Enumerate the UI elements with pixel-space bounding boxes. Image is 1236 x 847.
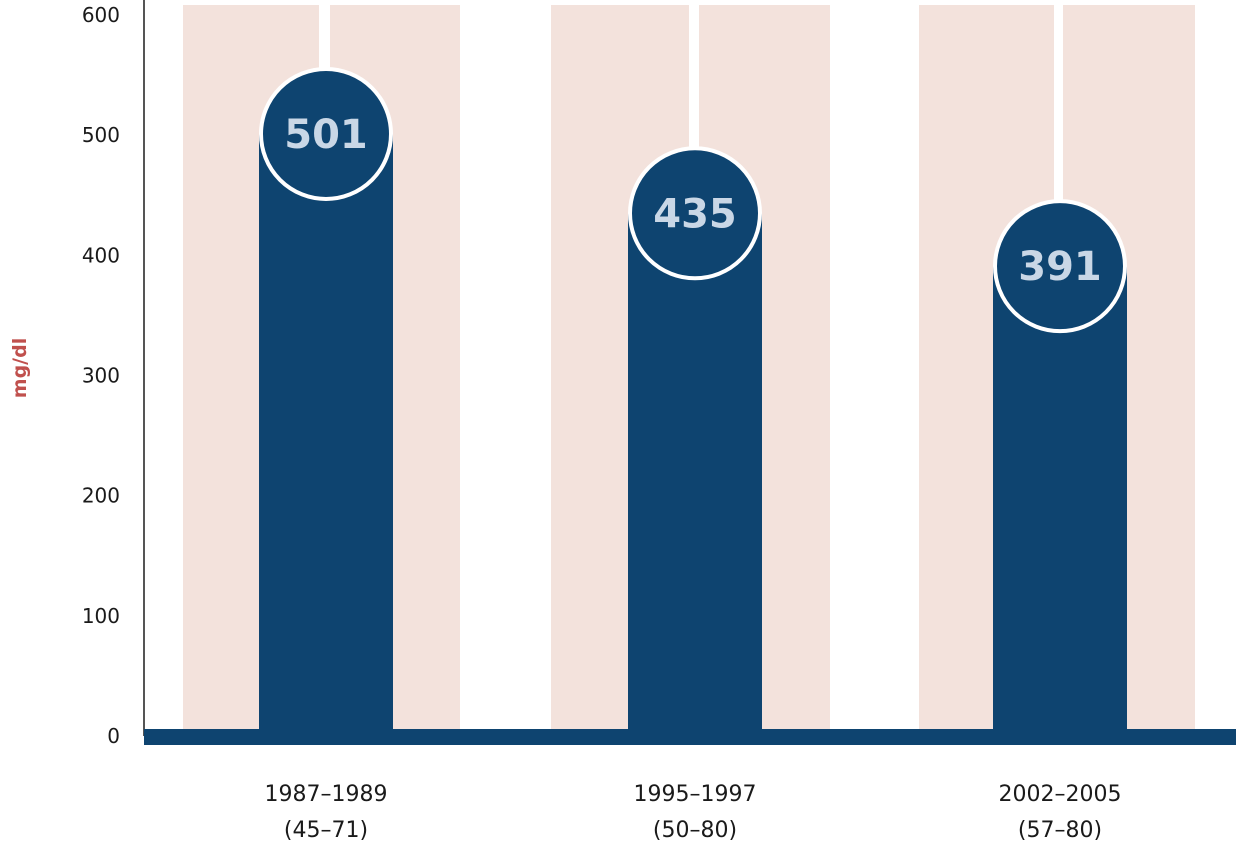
value-bubble-1	[259, 66, 393, 201]
y-tick-label-400: 400	[82, 243, 120, 267]
y-tick-label-100: 100	[82, 604, 120, 628]
baseline-bar	[144, 729, 1236, 745]
bar-1	[259, 133, 393, 737]
y-tick-label-200: 200	[82, 484, 120, 508]
bars: 501 435 391	[259, 66, 1127, 737]
value-label-2: 435	[653, 191, 737, 237]
x-category-ages-2: (50–80)	[653, 818, 737, 843]
x-category-ages-1: (45–71)	[284, 818, 368, 843]
y-tick-label-500: 500	[82, 123, 120, 147]
value-label-3: 391	[1018, 244, 1102, 290]
value-bubble-3	[993, 199, 1127, 334]
x-category-period-1: 1987–1989	[265, 782, 388, 807]
x-category-period-2: 1995–1997	[634, 782, 757, 807]
bar-2	[628, 213, 762, 736]
y-tick-label-300: 300	[82, 364, 120, 388]
x-axis-categories: 1987–1989 (45–71) 1995–1997 (50–80) 2002–200…	[265, 782, 1122, 843]
value-label-1: 501	[284, 112, 368, 158]
y-axis-ticks: 0 100 200 300 400 500 600	[82, 3, 120, 748]
y-tick-label-0: 0	[107, 724, 120, 748]
background-bands	[183, 5, 1195, 736]
y-tick-label-600: 600	[82, 3, 120, 27]
x-category-period-3: 2002–2005	[999, 782, 1122, 807]
x-category-ages-3: (57–80)	[1018, 818, 1102, 843]
value-bubble-2	[628, 146, 762, 281]
bar-3	[993, 266, 1127, 736]
y-axis-label: mg/dl	[9, 338, 31, 398]
